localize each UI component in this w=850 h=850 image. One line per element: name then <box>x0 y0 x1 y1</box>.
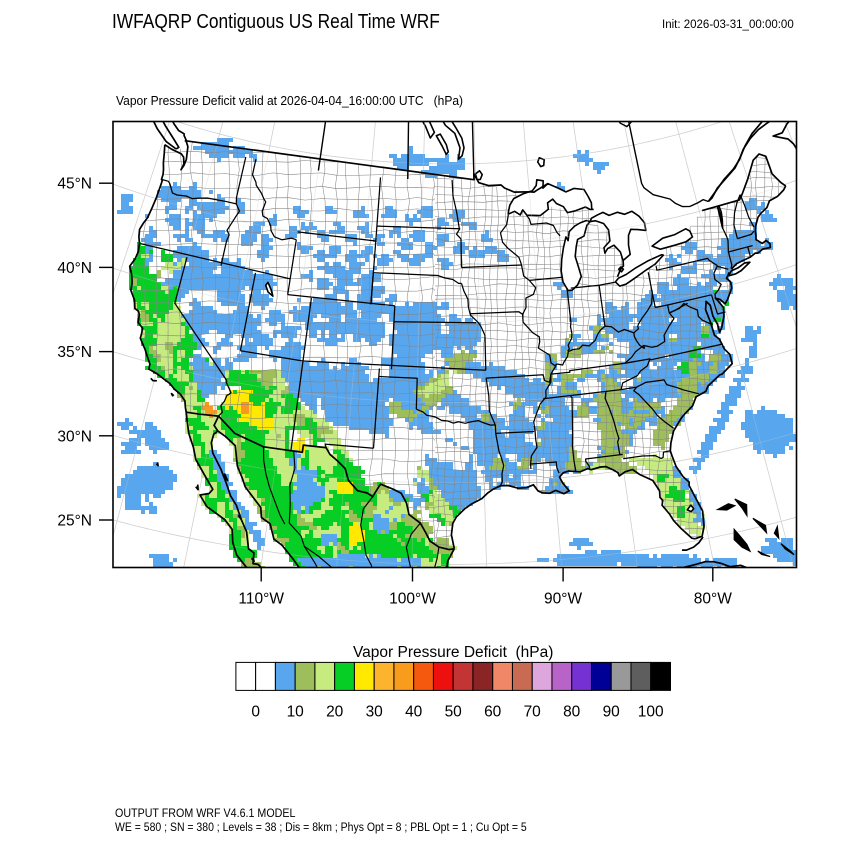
svg-text:100°W: 100°W <box>389 591 436 608</box>
svg-text:100: 100 <box>638 703 664 720</box>
svg-text:40: 40 <box>405 703 423 720</box>
svg-text:0: 0 <box>251 703 260 720</box>
svg-text:70: 70 <box>524 703 542 720</box>
svg-text:60: 60 <box>484 703 502 720</box>
svg-text:40°N: 40°N <box>57 260 92 277</box>
svg-text:80°W: 80°W <box>694 591 732 608</box>
svg-text:20: 20 <box>326 703 344 720</box>
svg-text:35°N: 35°N <box>57 344 92 361</box>
svg-text:90°W: 90°W <box>544 591 582 608</box>
svg-text:90: 90 <box>603 703 621 720</box>
svg-text:10: 10 <box>287 703 305 720</box>
svg-text:25°N: 25°N <box>57 513 92 530</box>
svg-text:Vapor Pressure Deficit (hPa): Vapor Pressure Deficit (hPa) <box>353 644 553 661</box>
svg-text:110°W: 110°W <box>238 591 284 608</box>
svg-text:50: 50 <box>445 703 463 720</box>
svg-text:30°N: 30°N <box>57 428 92 445</box>
svg-text:80: 80 <box>563 703 581 720</box>
svg-text:45°N: 45°N <box>57 176 92 193</box>
svg-text:30: 30 <box>366 703 384 720</box>
